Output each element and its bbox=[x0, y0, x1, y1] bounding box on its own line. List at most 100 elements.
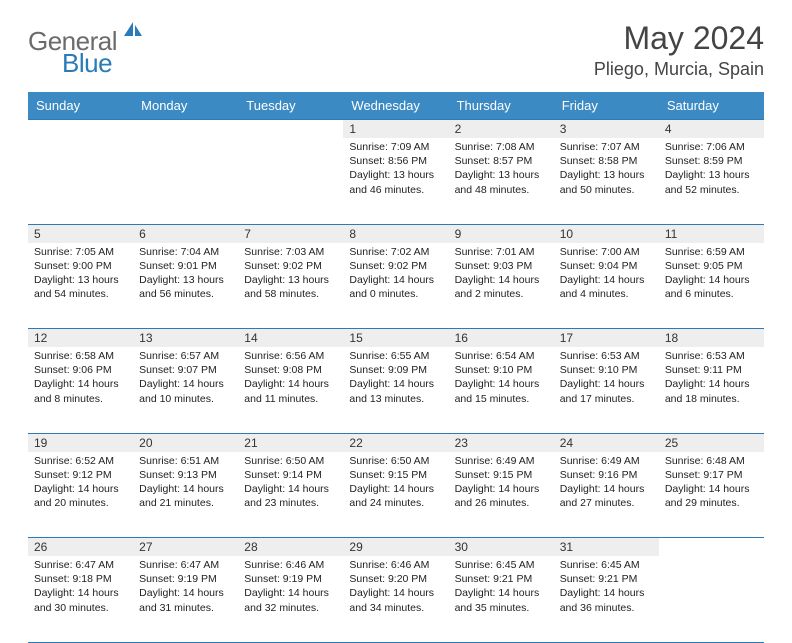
day-number-cell: 8 bbox=[343, 224, 448, 243]
day-number-cell: 14 bbox=[238, 329, 343, 348]
sunrise-line: Sunrise: 6:52 AM bbox=[34, 454, 127, 468]
sunset-line: Sunset: 9:19 PM bbox=[139, 572, 232, 586]
day-info-cell bbox=[133, 138, 238, 224]
daylight-line: Daylight: 14 hours and 13 minutes. bbox=[349, 377, 442, 405]
logo-text-blue: Blue bbox=[62, 48, 112, 79]
daylight-line: Daylight: 13 hours and 56 minutes. bbox=[139, 273, 232, 301]
day-number-cell bbox=[238, 120, 343, 139]
sunset-line: Sunset: 9:10 PM bbox=[560, 363, 653, 377]
title-block: May 2024 Pliego, Murcia, Spain bbox=[594, 20, 764, 80]
daylight-line: Daylight: 14 hours and 32 minutes. bbox=[244, 586, 337, 614]
sunset-line: Sunset: 8:57 PM bbox=[455, 154, 548, 168]
sunrise-line: Sunrise: 6:50 AM bbox=[349, 454, 442, 468]
sunset-line: Sunset: 9:13 PM bbox=[139, 468, 232, 482]
day-info-cell: Sunrise: 7:08 AMSunset: 8:57 PMDaylight:… bbox=[449, 138, 554, 224]
day-info-cell: Sunrise: 6:56 AMSunset: 9:08 PMDaylight:… bbox=[238, 347, 343, 433]
sunrise-line: Sunrise: 7:04 AM bbox=[139, 245, 232, 259]
daylight-line: Daylight: 14 hours and 34 minutes. bbox=[349, 586, 442, 614]
weekday-header: Thursday bbox=[449, 92, 554, 120]
sunrise-line: Sunrise: 6:56 AM bbox=[244, 349, 337, 363]
sunset-line: Sunset: 9:14 PM bbox=[244, 468, 337, 482]
day-number-cell: 13 bbox=[133, 329, 238, 348]
day-info-row: Sunrise: 7:05 AMSunset: 9:00 PMDaylight:… bbox=[28, 243, 764, 329]
sunset-line: Sunset: 9:21 PM bbox=[455, 572, 548, 586]
sunrise-line: Sunrise: 6:53 AM bbox=[560, 349, 653, 363]
daylight-line: Daylight: 14 hours and 10 minutes. bbox=[139, 377, 232, 405]
day-number-cell: 7 bbox=[238, 224, 343, 243]
day-number-cell bbox=[659, 538, 764, 557]
daylight-line: Daylight: 14 hours and 27 minutes. bbox=[560, 482, 653, 510]
sunset-line: Sunset: 9:09 PM bbox=[349, 363, 442, 377]
day-number-row: 567891011 bbox=[28, 224, 764, 243]
month-year: May 2024 bbox=[594, 20, 764, 57]
day-number-cell: 15 bbox=[343, 329, 448, 348]
daylight-line: Daylight: 14 hours and 6 minutes. bbox=[665, 273, 758, 301]
day-info-cell: Sunrise: 6:45 AMSunset: 9:21 PMDaylight:… bbox=[554, 556, 659, 642]
sunset-line: Sunset: 9:17 PM bbox=[665, 468, 758, 482]
day-number-cell: 19 bbox=[28, 433, 133, 452]
sunset-line: Sunset: 9:04 PM bbox=[560, 259, 653, 273]
day-info-cell: Sunrise: 7:07 AMSunset: 8:58 PMDaylight:… bbox=[554, 138, 659, 224]
sunrise-line: Sunrise: 6:54 AM bbox=[455, 349, 548, 363]
day-number-cell: 10 bbox=[554, 224, 659, 243]
daylight-line: Daylight: 14 hours and 29 minutes. bbox=[665, 482, 758, 510]
daylight-line: Daylight: 14 hours and 23 minutes. bbox=[244, 482, 337, 510]
day-info-cell: Sunrise: 7:06 AMSunset: 8:59 PMDaylight:… bbox=[659, 138, 764, 224]
weekday-header: Tuesday bbox=[238, 92, 343, 120]
day-info-cell: Sunrise: 6:48 AMSunset: 9:17 PMDaylight:… bbox=[659, 452, 764, 538]
sunrise-line: Sunrise: 6:51 AM bbox=[139, 454, 232, 468]
day-info-cell: Sunrise: 6:53 AMSunset: 9:11 PMDaylight:… bbox=[659, 347, 764, 433]
day-info-cell: Sunrise: 6:58 AMSunset: 9:06 PMDaylight:… bbox=[28, 347, 133, 433]
day-info-cell: Sunrise: 6:57 AMSunset: 9:07 PMDaylight:… bbox=[133, 347, 238, 433]
sunrise-line: Sunrise: 7:02 AM bbox=[349, 245, 442, 259]
day-info-cell: Sunrise: 6:55 AMSunset: 9:09 PMDaylight:… bbox=[343, 347, 448, 433]
sunrise-line: Sunrise: 7:08 AM bbox=[455, 140, 548, 154]
day-number-cell: 24 bbox=[554, 433, 659, 452]
daylight-line: Daylight: 14 hours and 30 minutes. bbox=[34, 586, 127, 614]
day-number-cell: 26 bbox=[28, 538, 133, 557]
day-info-cell: Sunrise: 6:45 AMSunset: 9:21 PMDaylight:… bbox=[449, 556, 554, 642]
day-info-row: Sunrise: 7:09 AMSunset: 8:56 PMDaylight:… bbox=[28, 138, 764, 224]
sunrise-line: Sunrise: 6:49 AM bbox=[560, 454, 653, 468]
sunrise-line: Sunrise: 6:49 AM bbox=[455, 454, 548, 468]
day-number-cell: 23 bbox=[449, 433, 554, 452]
sunrise-line: Sunrise: 6:47 AM bbox=[139, 558, 232, 572]
sunset-line: Sunset: 9:11 PM bbox=[665, 363, 758, 377]
day-info-cell bbox=[659, 556, 764, 642]
day-info-cell: Sunrise: 6:49 AMSunset: 9:16 PMDaylight:… bbox=[554, 452, 659, 538]
day-info-cell: Sunrise: 6:50 AMSunset: 9:14 PMDaylight:… bbox=[238, 452, 343, 538]
sunset-line: Sunset: 8:59 PM bbox=[665, 154, 758, 168]
day-info-cell: Sunrise: 7:03 AMSunset: 9:02 PMDaylight:… bbox=[238, 243, 343, 329]
daylight-line: Daylight: 14 hours and 15 minutes. bbox=[455, 377, 548, 405]
sunset-line: Sunset: 9:08 PM bbox=[244, 363, 337, 377]
day-info-cell: Sunrise: 7:04 AMSunset: 9:01 PMDaylight:… bbox=[133, 243, 238, 329]
sunset-line: Sunset: 9:03 PM bbox=[455, 259, 548, 273]
weekday-header: Wednesday bbox=[343, 92, 448, 120]
sunset-line: Sunset: 9:00 PM bbox=[34, 259, 127, 273]
daylight-line: Daylight: 14 hours and 17 minutes. bbox=[560, 377, 653, 405]
day-number-cell: 25 bbox=[659, 433, 764, 452]
day-number-cell: 9 bbox=[449, 224, 554, 243]
day-number-cell: 17 bbox=[554, 329, 659, 348]
day-number-cell: 21 bbox=[238, 433, 343, 452]
daylight-line: Daylight: 13 hours and 46 minutes. bbox=[349, 168, 442, 196]
day-number-cell: 27 bbox=[133, 538, 238, 557]
day-info-cell: Sunrise: 6:51 AMSunset: 9:13 PMDaylight:… bbox=[133, 452, 238, 538]
day-number-cell: 18 bbox=[659, 329, 764, 348]
daylight-line: Daylight: 14 hours and 26 minutes. bbox=[455, 482, 548, 510]
calendar-body: 1234 Sunrise: 7:09 AMSunset: 8:56 PMDayl… bbox=[28, 120, 764, 643]
weekday-header-row: SundayMondayTuesdayWednesdayThursdayFrid… bbox=[28, 92, 764, 120]
sunrise-line: Sunrise: 6:47 AM bbox=[34, 558, 127, 572]
sunset-line: Sunset: 9:21 PM bbox=[560, 572, 653, 586]
sunrise-line: Sunrise: 7:06 AM bbox=[665, 140, 758, 154]
day-number-cell: 11 bbox=[659, 224, 764, 243]
day-info-cell: Sunrise: 7:09 AMSunset: 8:56 PMDaylight:… bbox=[343, 138, 448, 224]
daylight-line: Daylight: 13 hours and 58 minutes. bbox=[244, 273, 337, 301]
day-info-cell: Sunrise: 6:54 AMSunset: 9:10 PMDaylight:… bbox=[449, 347, 554, 433]
daylight-line: Daylight: 14 hours and 18 minutes. bbox=[665, 377, 758, 405]
day-number-cell bbox=[28, 120, 133, 139]
daylight-line: Daylight: 13 hours and 52 minutes. bbox=[665, 168, 758, 196]
day-number-row: 12131415161718 bbox=[28, 329, 764, 348]
day-info-cell bbox=[238, 138, 343, 224]
daylight-line: Daylight: 14 hours and 8 minutes. bbox=[34, 377, 127, 405]
